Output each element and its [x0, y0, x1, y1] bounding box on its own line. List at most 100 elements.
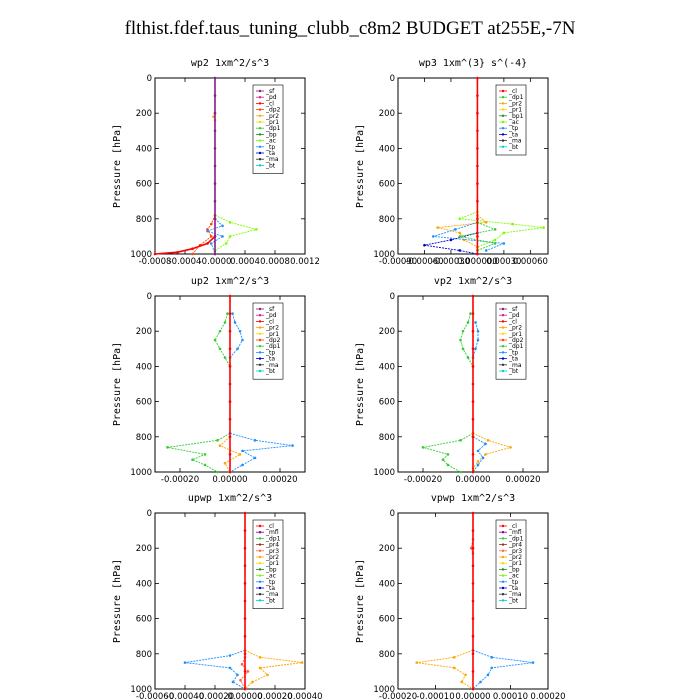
legend-entry: _ac: [508, 573, 519, 580]
series-point-cl: [471, 599, 475, 603]
series-point-ac: [224, 242, 228, 245]
y-tick-label: 200: [379, 109, 395, 119]
legend-entry: _pr1: [508, 560, 522, 567]
legend-marker: [258, 102, 262, 105]
legend-marker: [501, 139, 505, 142]
x-tick-label: -0.00060: [405, 257, 443, 267]
legend-marker: [501, 89, 505, 93]
series-line-tp: [229, 432, 293, 473]
legend-marker: [501, 133, 505, 136]
legend-entry: _pd: [265, 312, 277, 319]
x-tick-label: 0.00040: [287, 692, 322, 700]
series-point-cl: [228, 294, 232, 298]
series-point-dp1: [458, 235, 462, 238]
x-tick-label: -0.0000: [199, 257, 232, 267]
legend-marker: [258, 89, 262, 93]
legend-entry: _tp: [265, 349, 275, 356]
x-tick-label: 0.00020: [530, 692, 565, 700]
legend-box: [252, 302, 284, 380]
series-point-sf: [213, 147, 217, 150]
y-axis-label: Pressure [hPa]: [112, 559, 123, 643]
legend-marker: [258, 580, 262, 583]
legend-entry: _pr4: [265, 542, 279, 549]
series-point-pr2: [258, 656, 262, 659]
series-point-pr2: [436, 226, 440, 229]
legend-entry: _cl: [508, 318, 517, 325]
x-tick-label: 0.00000: [227, 692, 262, 700]
legend-entry: _dp2: [508, 337, 524, 344]
series-point-pr2: [460, 680, 464, 684]
legend-marker: [501, 108, 505, 111]
legend-marker: [258, 164, 262, 167]
x-tick-label: 0.0004: [230, 257, 260, 267]
legend-marker: [258, 586, 262, 590]
y-tick-label: 0: [390, 74, 395, 84]
series-point-cl: [228, 453, 232, 456]
legend-entry: _tp: [265, 144, 275, 151]
legend-box: [495, 84, 527, 156]
legend-entry: _ma: [265, 362, 279, 369]
panel-5: upwp 1xm^2/s^3 Pressure [hPa] 0 200 400 600 80…: [112, 493, 323, 700]
series-point-cl: [471, 435, 475, 439]
plot-frame: [154, 77, 306, 255]
series-point-ac: [228, 235, 232, 238]
series-point-tp: [241, 463, 244, 467]
series-point-cl: [471, 617, 475, 620]
legend-entry: _dp1: [265, 125, 281, 132]
series-point-sf: [213, 217, 217, 221]
series-point-cl: [476, 235, 479, 238]
series-point-cl: [228, 365, 232, 368]
y-tick-label: 600: [379, 398, 395, 408]
y-axis-label: Pressure [hPa]: [355, 559, 366, 643]
series-point-cl: [471, 329, 475, 333]
y-tick-label: 400: [136, 144, 152, 154]
series-point-cl: [476, 199, 479, 203]
series-point-sf: [213, 164, 217, 168]
series-point-tp: [476, 338, 480, 342]
series-point-cl: [243, 652, 247, 656]
legend-marker: [258, 151, 262, 155]
series-point-tp: [209, 242, 213, 245]
legend-entry: _ta: [508, 131, 518, 138]
legend-entry: _pr2: [265, 554, 279, 561]
series-point-cl: [243, 687, 247, 691]
legend-entry: _bp: [265, 566, 277, 573]
legend-marker: [258, 108, 262, 111]
series-line-ac: [214, 214, 259, 251]
legend-entry: _sf: [265, 306, 275, 313]
y-tick-label: 800: [136, 215, 152, 225]
series-point-tp: [231, 312, 234, 315]
y-tick-label: 200: [379, 544, 395, 554]
series-line-tp: [433, 221, 505, 251]
series-point-dp1: [459, 338, 462, 342]
series-point-tp: [479, 680, 482, 684]
legend-entry: _mfl: [508, 529, 522, 536]
legend-marker: [501, 537, 505, 540]
series-line-dp1: [460, 313, 474, 367]
legend-entry: _pr1: [265, 331, 279, 338]
series-point-dp1: [466, 321, 470, 324]
y-tick-label: 0: [147, 292, 152, 302]
series-line-pr2: [472, 432, 513, 469]
panel-title: upwp 1xm^2/s^3: [188, 493, 272, 504]
series-point-pr3: [246, 670, 250, 673]
series-line-pr2: [416, 649, 474, 690]
y-tick-label: 800: [379, 650, 395, 660]
series-point-sf: [213, 94, 217, 97]
series-point-ta: [458, 249, 462, 252]
legend-marker: [258, 145, 262, 148]
plot-frame: [154, 512, 306, 690]
series-point-tp: [241, 338, 244, 342]
legend-marker: [258, 114, 262, 118]
x-tick-label: -0.00090: [379, 257, 417, 267]
series-point-dp1: [166, 446, 169, 449]
series-point-cl: [243, 634, 247, 638]
legend-marker: [258, 133, 262, 136]
y-tick-label: 1000: [373, 468, 395, 478]
legend-entry: _sf: [508, 306, 518, 313]
series-point-cl: [471, 382, 475, 386]
series-point-tp: [238, 329, 242, 333]
series-point-dp1: [203, 453, 207, 456]
legend-marker: [258, 549, 262, 552]
series-point-cl: [476, 217, 479, 221]
